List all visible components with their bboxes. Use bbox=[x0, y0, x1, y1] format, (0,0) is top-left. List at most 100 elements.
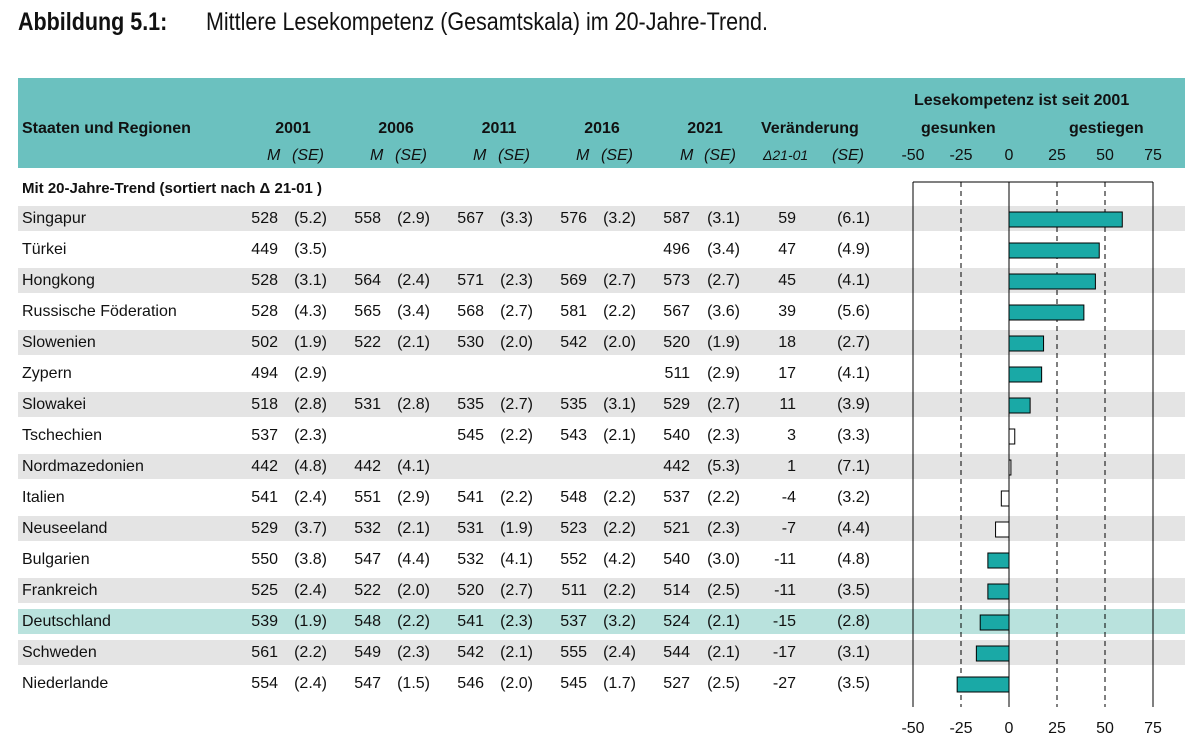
table-row: Neuseeland 529 (3.7) 532 (2.1) 531 (1.9) 523 (2.… bbox=[18, 516, 1185, 541]
table-row: Singapur 528 (5.2) 558 (2.9) 567 (3.3) 576 (3.2)… bbox=[18, 206, 1185, 231]
subheader-m: M bbox=[576, 147, 590, 164]
cell-m2016: 535 bbox=[560, 396, 587, 413]
bar-slowakei bbox=[1008, 397, 1031, 414]
cell-se_delta: (3.5) bbox=[837, 675, 870, 692]
cell-m2011: 530 bbox=[457, 334, 484, 351]
cell-se2016: (4.2) bbox=[603, 551, 636, 568]
bar-deutschland bbox=[979, 614, 1010, 631]
cell-m2001: 550 bbox=[251, 551, 278, 568]
axis-tick-label-top: 25 bbox=[1048, 147, 1066, 164]
cell-delta: -15 bbox=[772, 613, 796, 630]
axis-tick-label-bottom: -50 bbox=[901, 720, 925, 737]
cell-se2021: (3.4) bbox=[707, 241, 740, 258]
cell-m2011: 568 bbox=[457, 303, 484, 320]
cell-m2021: 540 bbox=[663, 427, 690, 444]
chart-title: Lesekompetenz ist seit 2001 bbox=[914, 92, 1130, 109]
cell-se_delta: (4.4) bbox=[837, 520, 870, 537]
cell-delta: -11 bbox=[774, 582, 796, 599]
cell-se_delta: (2.7) bbox=[837, 334, 870, 351]
cell-m2016: 543 bbox=[560, 427, 587, 444]
cell-se2001: (3.7) bbox=[294, 520, 327, 537]
table-row: Hongkong 528 (3.1) 564 (2.4) 571 (2.3) 569 (2.7)… bbox=[18, 268, 1185, 293]
cell-m2001: 494 bbox=[251, 365, 278, 382]
country-name: Tschechien bbox=[22, 427, 103, 444]
cell-se2016: (2.4) bbox=[603, 644, 636, 661]
cell-delta: 11 bbox=[779, 396, 796, 413]
cell-m2021: 573 bbox=[663, 272, 690, 289]
cell-m2021: 511 bbox=[664, 365, 690, 382]
table-row: Italien 541 (2.4) 551 (2.9) 541 (2.2) 548 (2.2) 5… bbox=[18, 485, 1185, 510]
table-row: Tschechien 537 (2.3) 545 (2.2) 543 (2.1) 540 (2.… bbox=[18, 423, 1185, 448]
country-name: Schweden bbox=[22, 644, 97, 661]
cell-m2001: 518 bbox=[251, 396, 278, 413]
subheader-se: (SE) bbox=[292, 147, 324, 164]
bar-italien bbox=[1000, 490, 1010, 507]
cell-se_delta: (7.1) bbox=[837, 458, 870, 475]
cell-m2021: 587 bbox=[663, 210, 690, 227]
cell-se_delta: (3.3) bbox=[837, 427, 870, 444]
cell-se_delta: (5.6) bbox=[837, 303, 870, 320]
cell-se2021: (3.6) bbox=[707, 303, 740, 320]
cell-m2016: 555 bbox=[560, 644, 587, 661]
cell-se2006: (2.9) bbox=[397, 489, 430, 506]
cell-se_delta: (4.9) bbox=[837, 241, 870, 258]
cell-se2011: (2.7) bbox=[500, 303, 533, 320]
bar-schweden bbox=[975, 645, 1010, 662]
header-country: Staaten und Regionen bbox=[22, 120, 191, 137]
section-label: Mit 20-Jahre-Trend (sortiert nach Δ 21-0… bbox=[22, 180, 323, 197]
header-year-2016: 2016 bbox=[584, 120, 620, 137]
cell-m2021: 496 bbox=[663, 241, 690, 258]
cell-se2006: (3.4) bbox=[397, 303, 430, 320]
cell-m2011: 542 bbox=[457, 644, 484, 661]
cell-se2006: (2.3) bbox=[397, 644, 430, 661]
axis-tick-label-bottom: -25 bbox=[949, 720, 973, 737]
cell-se_delta: (3.1) bbox=[837, 644, 870, 661]
table-row: Türkei 449 (3.5) 496 (3.4) 47 (4.9) bbox=[18, 237, 1185, 262]
header-year-2011: 2011 bbox=[481, 120, 517, 137]
cell-m2001: 528 bbox=[251, 303, 278, 320]
table-row: Nordmazedonien 442 (4.8) 442 (4.1) 442 (5.3) 1 (… bbox=[18, 454, 1185, 479]
cell-m2016: 542 bbox=[560, 334, 587, 351]
cell-m2011: 546 bbox=[457, 675, 484, 692]
cell-se2016: (2.2) bbox=[603, 489, 636, 506]
cell-se2001: (2.2) bbox=[294, 644, 327, 661]
cell-delta: -17 bbox=[772, 644, 796, 661]
cell-se2001: (4.8) bbox=[294, 458, 327, 475]
axis-tick-label-top: -50 bbox=[901, 147, 925, 164]
cell-se2006: (4.4) bbox=[397, 551, 430, 568]
cell-m2021: 567 bbox=[663, 303, 690, 320]
axis-tick-label-top: 0 bbox=[1004, 147, 1014, 164]
cell-se2011: (2.2) bbox=[500, 427, 533, 444]
cell-se2021: (2.1) bbox=[707, 644, 740, 661]
bar-niederlande bbox=[956, 676, 1010, 693]
cell-se2016: (1.7) bbox=[603, 675, 636, 692]
cell-se2021: (1.9) bbox=[707, 334, 740, 351]
country-name: Italien bbox=[22, 489, 65, 506]
country-name: Türkei bbox=[22, 241, 67, 258]
subheader-se: (SE) bbox=[498, 147, 530, 164]
cell-delta: 17 bbox=[778, 365, 796, 382]
cell-delta: 59 bbox=[778, 210, 796, 227]
cell-se2021: (3.1) bbox=[707, 210, 740, 227]
cell-se2006: (4.1) bbox=[397, 458, 430, 475]
country-name: Bulgarien bbox=[22, 551, 90, 568]
figure-title: Abbildung 5.1: Mittlere Lesekompetenz (G… bbox=[18, 8, 768, 37]
cell-se_delta: (3.9) bbox=[837, 396, 870, 413]
cell-m2001: 442 bbox=[251, 458, 278, 475]
cell-m2021: 521 bbox=[663, 520, 690, 537]
cell-se2001: (2.3) bbox=[294, 427, 327, 444]
country-name: Hongkong bbox=[22, 272, 95, 289]
subheader-m: M bbox=[267, 147, 281, 164]
cell-se_delta: (4.1) bbox=[837, 365, 870, 382]
cell-m2016: 523 bbox=[560, 520, 587, 537]
cell-m2011: 545 bbox=[457, 427, 484, 444]
cell-m2011: 535 bbox=[457, 396, 484, 413]
cell-m2006: 548 bbox=[354, 613, 381, 630]
cell-se2001: (3.1) bbox=[294, 272, 327, 289]
cell-se2006: (2.4) bbox=[397, 272, 430, 289]
cell-m2011: 541 bbox=[457, 489, 484, 506]
header-year-2001: 2001 bbox=[275, 120, 311, 137]
cell-m2021: 524 bbox=[663, 613, 690, 630]
cell-se2006: (2.1) bbox=[397, 334, 430, 351]
